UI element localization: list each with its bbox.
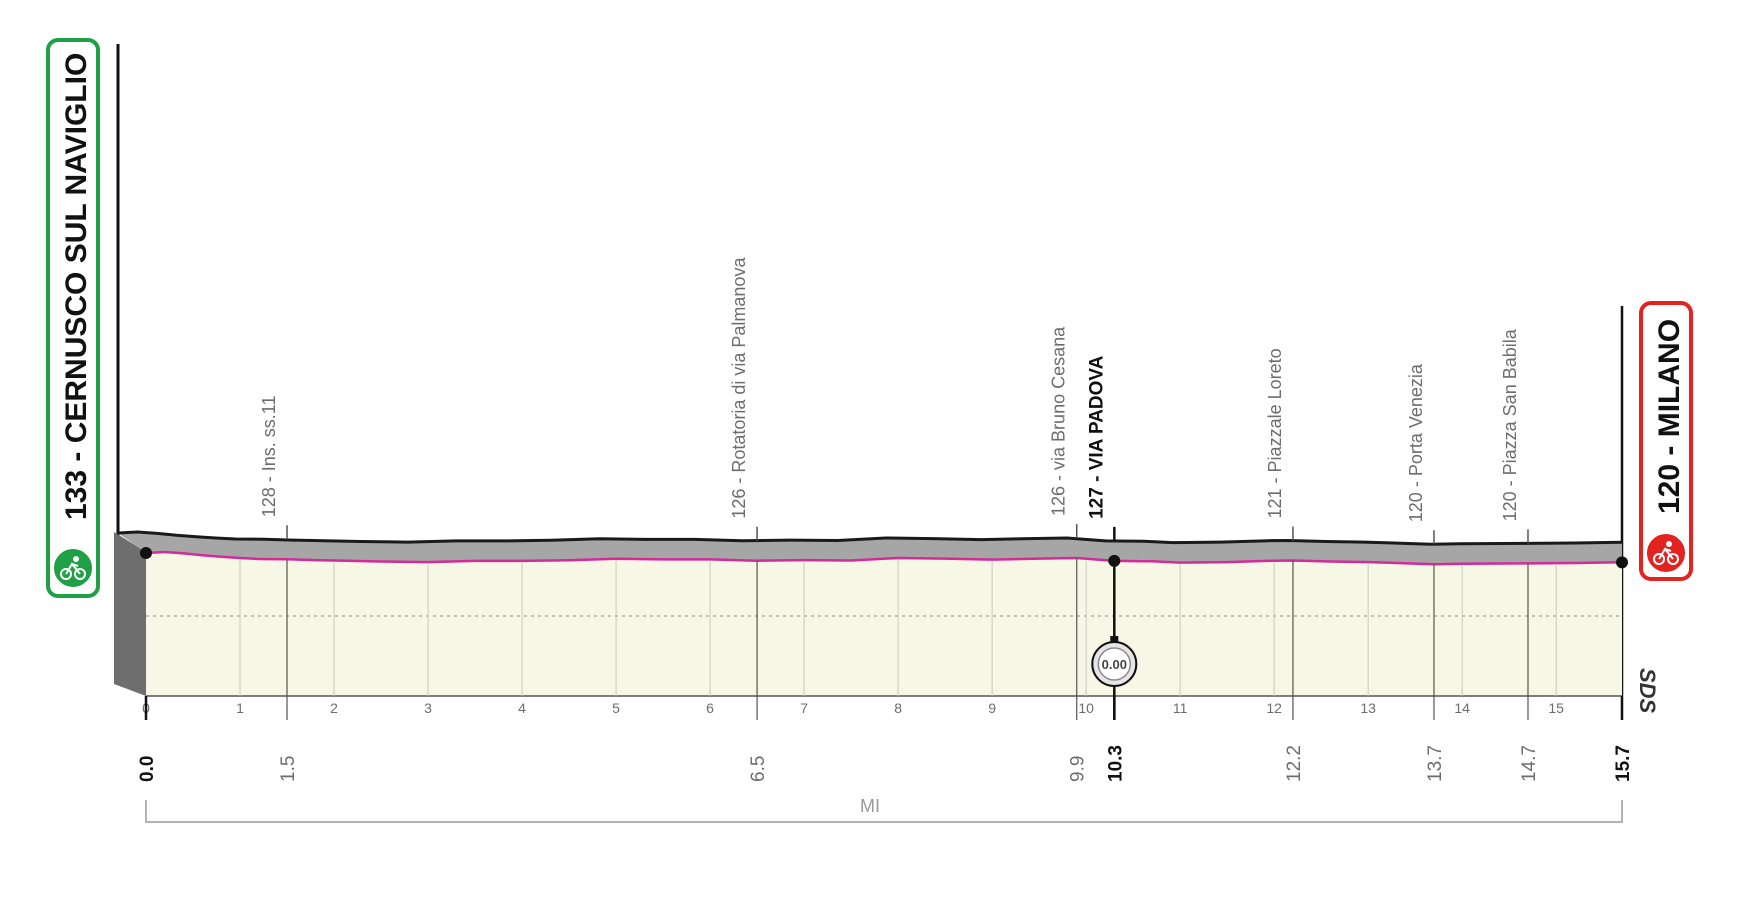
x-tick-label: 3 — [424, 700, 432, 716]
timecheck-dot — [1108, 554, 1121, 567]
x-tick-label: 9 — [988, 700, 996, 716]
x-tick-label: 2 — [330, 700, 338, 716]
finish-title: 120 - MILANO — [1653, 319, 1686, 514]
waypoint-label: 126 - via Bruno Cesana — [1049, 326, 1069, 516]
x-tick-label: 5 — [612, 700, 620, 716]
road-top-line — [117, 530, 1623, 546]
altitude-line — [145, 550, 1623, 566]
x-tick-label: 7 — [800, 700, 808, 716]
profile-layer — [114, 530, 1628, 697]
km-label: 14.7 — [1519, 745, 1540, 782]
km-label: 1.5 — [278, 756, 299, 782]
cyclist-icon — [52, 547, 94, 589]
x-tick-label: 15 — [1548, 700, 1564, 716]
km-label: 13.7 — [1425, 745, 1446, 782]
kmlabel-layer: 0.0 1.5 6.5 9.9 10.3 12.2 13.7 14.7 15.7 — [137, 696, 1634, 782]
x-tick-label: 13 — [1360, 700, 1376, 716]
x-tick-label: 11 — [1173, 700, 1188, 716]
profile-area — [146, 552, 1622, 696]
finish-cyclist-icon — [1645, 532, 1687, 574]
road-band — [118, 532, 1622, 565]
finish-dot — [1616, 556, 1628, 569]
x-tick-label: 1 — [236, 700, 244, 716]
grid-layer — [239, 559, 1557, 696]
finish-badge: 120 - MILANO — [1639, 301, 1693, 581]
distance-bracket: MI — [145, 796, 1623, 823]
start-dot — [140, 547, 152, 559]
city-code-label: MI — [860, 796, 880, 816]
timecheck-stopwatch: 0.00 — [1091, 554, 1138, 720]
start-badge: 133 - CERNUSCO SUL NAVIGLIO — [46, 38, 100, 598]
profile-side-wall — [114, 532, 146, 696]
km-label: 10.3 — [1105, 745, 1126, 782]
waypoint-label: 128 - Ins. ss.11 — [259, 395, 279, 517]
waypoint-label: 120 - Piazza San Babila — [1500, 328, 1520, 521]
tick-layer: 0123456789101112131415 — [142, 700, 1564, 716]
waypoint-label: 126 - Rotatoria di via Palmanova — [729, 257, 749, 519]
sds-logo: SDS — [1635, 668, 1660, 714]
x-tick-label: 12 — [1266, 700, 1282, 716]
start-badge-frame — [46, 38, 100, 598]
x-tick-label: 8 — [894, 700, 902, 716]
km-label: 9.9 — [1068, 756, 1089, 782]
start-title: 133 - CERNUSCO SUL NAVIGLIO — [60, 53, 93, 520]
waypoint-label: 127 - VIA PADOVA — [1086, 355, 1107, 519]
x-tick-label: 10 — [1078, 700, 1094, 716]
km-label: 15.7 — [1613, 745, 1634, 782]
x-tick-label: 14 — [1454, 700, 1470, 716]
x-tick-label: 6 — [706, 700, 714, 716]
x-tick-label: 4 — [518, 700, 526, 716]
finish-badge-frame — [1639, 301, 1693, 581]
timecheck-label: 0.00 — [1102, 657, 1127, 672]
waypoint-label: 120 - Porta Venezia — [1406, 363, 1426, 522]
km-label: 12.2 — [1284, 745, 1305, 782]
km-label: 0.0 — [137, 756, 158, 782]
waypoint-label: 121 - Piazzale Loreto — [1265, 348, 1285, 518]
km-label: 6.5 — [748, 756, 769, 782]
